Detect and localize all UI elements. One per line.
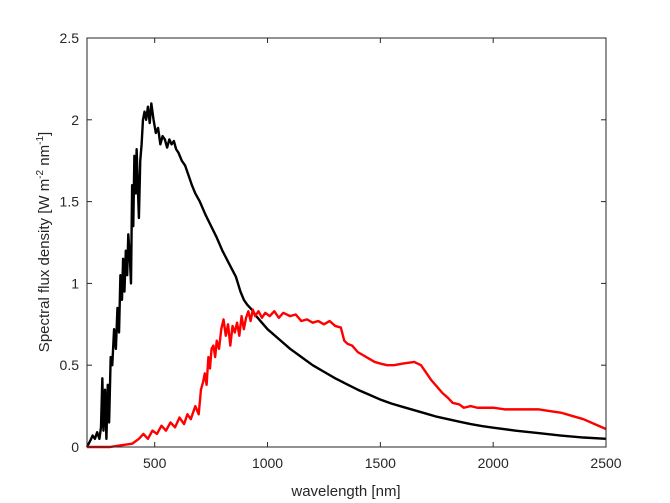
y-tick-label: 1.5 (60, 194, 80, 210)
y-axis-label: Spectral flux density [W m-2 nm-1] (35, 132, 53, 352)
y-axis-label-exponent-1: -2 (35, 169, 46, 178)
x-axis-ticks: 500 1000 1500 2000 2500 (143, 38, 622, 471)
y-axis-label-exponent-2: -1 (35, 136, 46, 145)
x-tick-label: 500 (143, 455, 167, 471)
y-tick-label: 0 (71, 439, 79, 455)
y-tick-label: 2 (71, 112, 79, 128)
y-tick-label: 2.5 (60, 30, 80, 46)
x-tick-label: 2500 (590, 455, 621, 471)
series-line-1 (87, 308, 607, 449)
y-axis-ticks: 0 0.5 1 1.5 2 2.5 (60, 30, 606, 455)
x-tick-label: 1000 (252, 455, 283, 471)
x-tick-label: 2000 (478, 455, 509, 471)
y-axis-label-prefix: Spectral flux density [W m (36, 179, 53, 352)
x-tick-label: 1500 (365, 455, 396, 471)
series-layer (85, 102, 607, 449)
y-tick-label: 1 (71, 275, 79, 291)
y-axis-label-mid: nm (36, 145, 53, 170)
x-axis-label: wavelength [nm] (290, 483, 400, 500)
plot-frame (86, 37, 607, 448)
y-tick-label: 0.5 (60, 357, 80, 373)
series-line-0 (85, 102, 607, 448)
y-axis-label-suffix: ] (36, 132, 53, 136)
